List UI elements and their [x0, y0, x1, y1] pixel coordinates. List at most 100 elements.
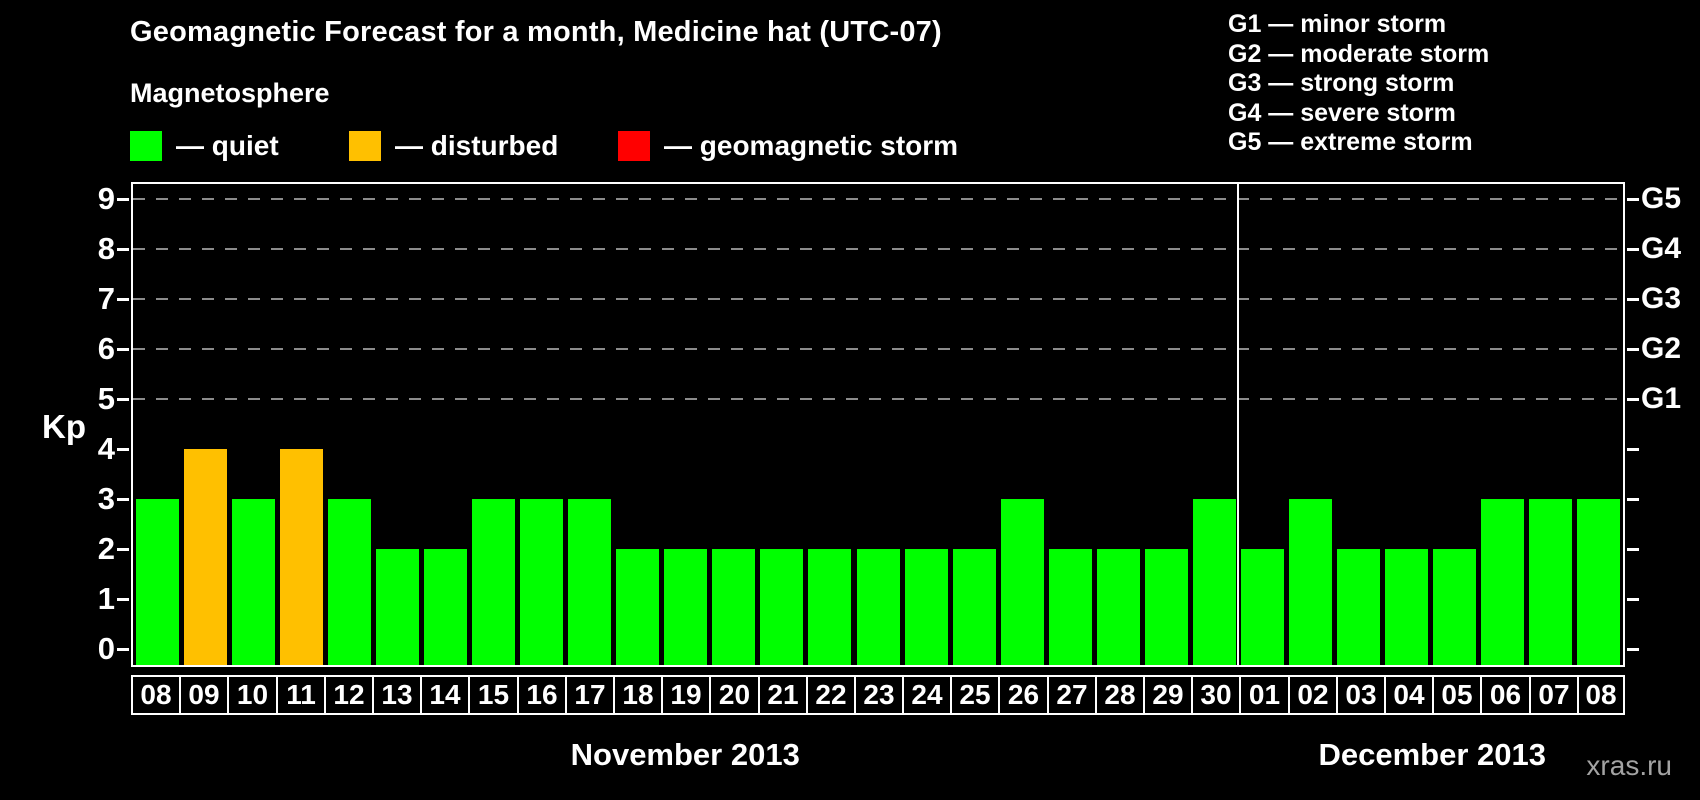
day-box-03: 03: [1336, 675, 1386, 715]
day-box-28: 28: [1095, 675, 1145, 715]
y-tick-label-8: 8: [97, 231, 115, 266]
page-title: Geomagnetic Forecast for a month, Medici…: [130, 16, 942, 48]
day-box-29: 29: [1143, 675, 1193, 715]
kp-bar-day-18: [616, 549, 659, 665]
y-tick-label-0: 0: [97, 631, 115, 666]
tick-left-kp6: [117, 348, 129, 351]
kp-bar-day-09: [184, 449, 227, 665]
day-box-27: 27: [1047, 675, 1097, 715]
y-tick-label-9: 9: [97, 181, 115, 216]
tick-right-kp4: [1627, 448, 1639, 451]
day-box-17: 17: [565, 675, 615, 715]
kp-bar-day-14: [424, 549, 467, 665]
day-box-02: 02: [1288, 675, 1338, 715]
y-tick-label-5: 5: [97, 381, 115, 416]
gridline-kp6: [133, 348, 1623, 350]
y-axis-title: Kp: [42, 408, 86, 445]
tick-left-kp1: [117, 598, 129, 601]
legend-label: — disturbed: [395, 130, 559, 161]
kp-bar-day-01: [1241, 549, 1284, 665]
plot-area: [117, 182, 1639, 667]
day-box-14: 14: [420, 675, 470, 715]
day-box-22: 22: [806, 675, 856, 715]
y-tick-label-1: 1: [97, 581, 115, 616]
legend-item-quiet: — quiet: [130, 130, 279, 162]
day-box-23: 23: [854, 675, 904, 715]
kp-bar-day-17: [568, 499, 611, 665]
day-box-13: 13: [372, 675, 422, 715]
watermark: xras.ru: [1586, 750, 1672, 781]
right-axis-label-g3: G3: [1641, 282, 1682, 315]
day-box-19: 19: [661, 675, 711, 715]
day-box-12: 12: [324, 675, 374, 715]
tick-left-kp2: [117, 548, 129, 551]
kp-bar-day-25: [953, 549, 996, 665]
right-axis-label-g2: G2: [1641, 332, 1682, 365]
kp-bar-day-26: [1001, 499, 1044, 665]
month-label-december: December 2013: [1318, 737, 1546, 772]
y-tick-label-4: 4: [97, 431, 115, 466]
tick-right-kp3: [1627, 498, 1639, 501]
tick-left-kp8: [117, 248, 129, 251]
day-box-18: 18: [613, 675, 663, 715]
kp-bar-day-12: [328, 499, 371, 665]
right-axis-label-g5: G5: [1641, 182, 1682, 215]
tick-right-kp1: [1627, 598, 1639, 601]
tick-left-kp7: [117, 298, 129, 301]
day-box-30: 30: [1191, 675, 1241, 715]
quiet-swatch-icon: [130, 131, 162, 161]
kp-bar-day-10: [232, 499, 275, 665]
day-box-16: 16: [517, 675, 567, 715]
y-tick-label-3: 3: [97, 481, 115, 516]
storm-scale-line-g1: G1 — minor storm: [1228, 10, 1447, 38]
storm-scale-line-g3: G3 — strong storm: [1228, 69, 1455, 97]
tick-left-kp5: [117, 398, 129, 401]
day-box-06: 06: [1480, 675, 1531, 715]
day-box-20: 20: [709, 675, 760, 715]
day-box-25: 25: [950, 675, 1000, 715]
legend-item-disturbed: — disturbed: [349, 130, 558, 162]
day-box-04: 04: [1384, 675, 1434, 715]
tick-right-kp6: [1627, 348, 1639, 351]
kp-bar-day-22: [808, 549, 851, 665]
tick-right-kp0: [1627, 648, 1639, 651]
day-box-07: 07: [1529, 675, 1579, 715]
kp-bar-day-11: [280, 449, 323, 665]
gridline-kp7: [133, 298, 1623, 300]
tick-right-kp5: [1627, 398, 1639, 401]
kp-bar-day-13: [376, 549, 419, 665]
kp-bar-day-06: [1481, 499, 1524, 665]
kp-bar-day-04: [1385, 549, 1428, 665]
day-box-05: 05: [1432, 675, 1482, 715]
kp-bar-day-27: [1049, 549, 1092, 665]
day-box-24: 24: [902, 675, 952, 715]
gridline-kp8: [133, 248, 1623, 250]
month-label-november: November 2013: [570, 737, 800, 772]
kp-bar-day-28: [1097, 549, 1140, 665]
day-box-08: 08: [131, 675, 181, 715]
tick-right-kp9: [1627, 198, 1639, 201]
kp-bar-day-20: [712, 549, 755, 665]
storm-scale-line-g2: G2 — moderate storm: [1228, 39, 1490, 68]
y-tick-label-6: 6: [97, 331, 115, 366]
day-box-01: 01: [1239, 675, 1290, 715]
kp-bar-day-15: [472, 499, 515, 665]
tick-right-kp2: [1627, 548, 1639, 551]
kp-bar-day-05: [1433, 549, 1476, 665]
gridline-kp5: [133, 398, 1623, 400]
gridline-kp9: [133, 198, 1623, 200]
tick-left-kp0: [117, 648, 129, 651]
legend-item-storm: — geomagnetic storm: [618, 130, 958, 162]
day-box-08: 08: [1577, 675, 1625, 715]
tick-left-kp3: [117, 498, 129, 501]
legend-label: — geomagnetic storm: [664, 130, 959, 161]
kp-bar-day-08: [1577, 499, 1620, 665]
kp-bar-day-03: [1337, 549, 1380, 665]
kp-bar-day-24: [905, 549, 948, 665]
tick-left-kp9: [117, 198, 129, 201]
kp-bar-day-07: [1529, 499, 1572, 665]
tick-right-kp8: [1627, 248, 1639, 251]
right-axis-label-g4: G4: [1641, 232, 1682, 265]
day-box-11: 11: [276, 675, 326, 715]
disturbed-swatch-icon: [349, 131, 381, 161]
